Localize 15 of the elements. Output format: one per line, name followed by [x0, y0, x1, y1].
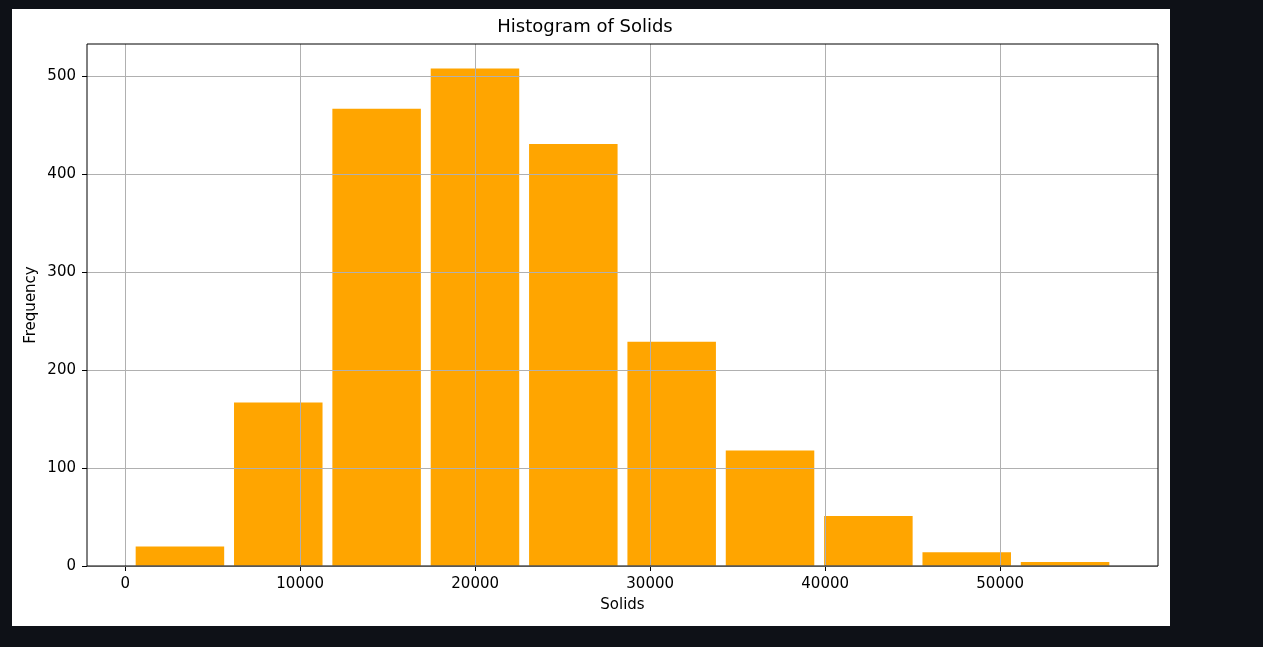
x-tick-label: 40000 — [801, 573, 850, 592]
y-tick-label: 500 — [47, 66, 76, 85]
x-tick-label: 0 — [120, 573, 130, 592]
x-tick-label: 10000 — [276, 573, 325, 592]
x-tick-label: 20000 — [451, 573, 500, 592]
y-tick-label: 0 — [66, 555, 76, 574]
y-axis-title: Frequency — [20, 266, 39, 344]
y-tick-label: 300 — [47, 262, 76, 281]
y-tick-label: 200 — [47, 360, 76, 379]
y-tick-label: 400 — [47, 164, 76, 183]
x-tick-label: 50000 — [976, 573, 1025, 592]
x-axis-title: Solids — [600, 594, 645, 613]
x-tick-label: 30000 — [626, 573, 675, 592]
y-tick-label: 100 — [47, 457, 76, 476]
chart-title: Histogram of Solids — [497, 15, 673, 37]
